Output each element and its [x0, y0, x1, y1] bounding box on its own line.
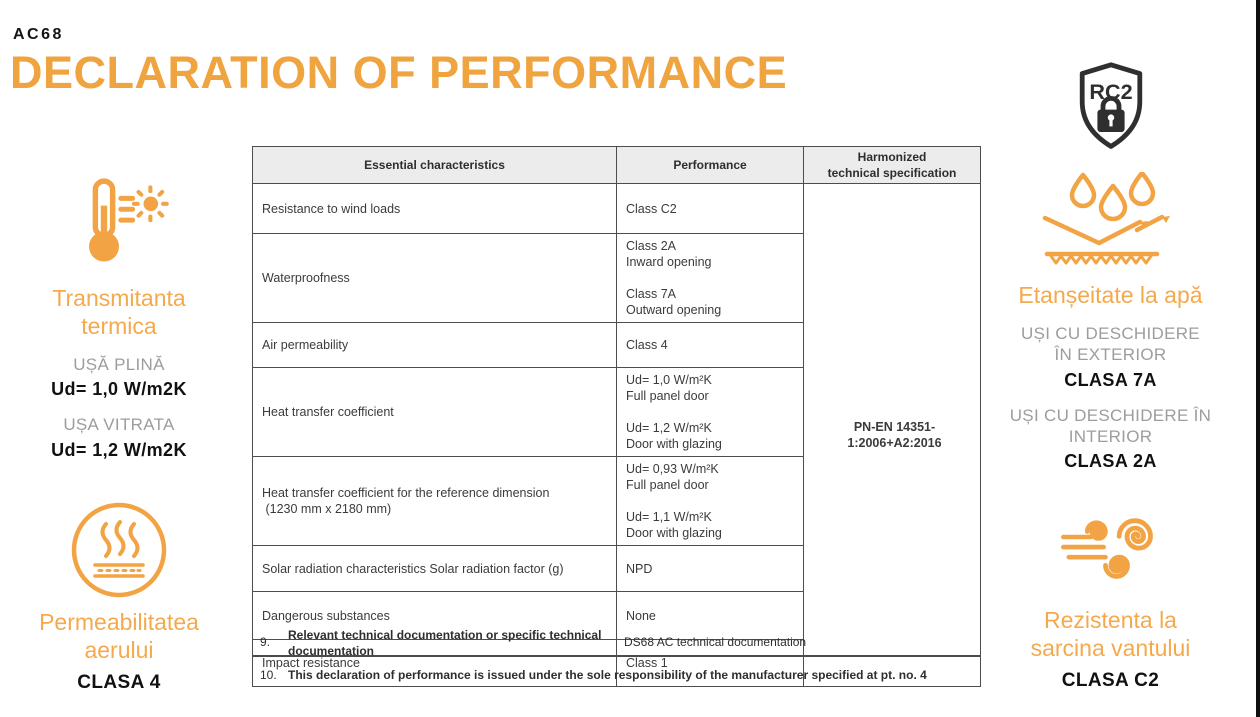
- wind-resistance-section: Rezistenta la sarcina vantului CLASA C2: [1008, 498, 1213, 692]
- header-performance: Performance: [616, 146, 804, 184]
- table-row: Waterproofness Class 2A Inward opening C…: [252, 233, 981, 323]
- full-door-value: Ud= 1,0 W/m2K: [51, 379, 187, 400]
- thermal-title: Transmitanta termica: [52, 285, 186, 340]
- note-10: 10. This declaration of performance is i…: [252, 668, 980, 688]
- header-harmonized-spec: Harmonized technical specification: [803, 146, 981, 184]
- table-row: Impact resistance Class 1: [252, 639, 981, 687]
- inward-doors-value: CLASA 2A: [1064, 451, 1157, 472]
- performance-cell: Ud= 1,0 W/m²K Full panel door Ud= 1,2 W/…: [616, 367, 804, 457]
- table-row: Heat transfer coefficient for the refere…: [252, 456, 981, 546]
- wind-class-value: CLASA C2: [1061, 670, 1160, 692]
- glazed-door-value: Ud= 1,2 W/m2K: [51, 439, 187, 460]
- product-code: AC68: [13, 26, 64, 43]
- inward-doors-label: UȘI CU DESCHIDERE ÎN INTERIOR: [1009, 405, 1212, 446]
- table-header-row: Essential characteristics Performance Ha…: [252, 146, 981, 184]
- air-permeability-icon: [69, 500, 169, 600]
- note-9-label: Relevant technical documentation or spec…: [288, 628, 602, 658]
- water-droplets-bounce-icon: [1041, 172, 1181, 267]
- note-10-label: This declaration of performance is issue…: [288, 668, 927, 682]
- water-title: Etanșeitate la apă: [1018, 282, 1203, 308]
- rc2-shield-lock-icon: RC2: [1071, 60, 1151, 152]
- full-door-label: UȘĂ PLINĂ: [73, 355, 165, 375]
- glazed-door-label: UȘA VITRATA: [63, 415, 175, 435]
- performance-cell: NPD: [616, 545, 804, 592]
- characteristic-cell: Heat transfer coefficient for the refere…: [252, 456, 617, 546]
- performance-cell: Class 1: [616, 639, 804, 687]
- thermometer-sun-icon: [69, 172, 169, 272]
- notes-divider: [252, 655, 980, 657]
- air-class-value: CLASA 4: [77, 672, 161, 694]
- page-right-edge: [1256, 0, 1260, 717]
- characteristic-cell: Resistance to wind loads: [252, 183, 617, 234]
- outward-doors-value: CLASA 7A: [1064, 369, 1157, 390]
- table-row: Resistance to wind loads Class C2 PN-EN …: [252, 183, 981, 687]
- table-row: Heat transfer coefficient Ud= 1,0 W/m²K …: [252, 367, 981, 457]
- performance-cell: None: [616, 591, 804, 640]
- wind-title: Rezistenta la sarcina vantului: [1030, 607, 1191, 662]
- header-essential-characteristics: Essential characteristics: [252, 146, 617, 184]
- characteristic-cell: Waterproofness: [252, 233, 617, 323]
- air-title: Permeabilitatea aerului: [39, 609, 199, 664]
- harmonized-spec-cell: PN-EN 14351-1:2006+A2:2016: [803, 183, 981, 687]
- performance-table: Essential characteristics Performance Ha…: [252, 146, 981, 687]
- performance-cell: Class 2A Inward opening Class 7A Outward…: [616, 233, 804, 323]
- characteristic-cell: Heat transfer coefficient: [252, 367, 617, 457]
- note-10-number: 10.: [260, 668, 277, 682]
- characteristic-cell: Dangerous substances: [252, 591, 617, 640]
- characteristic-cell: Solar radiation characteristics Solar ra…: [252, 545, 617, 592]
- page-title: DECLARATION OF PERFORMANCE: [10, 47, 788, 98]
- thermal-transmittance-section: Transmitanta termica UȘĂ PLINĂ Ud= 1,0 W…: [8, 172, 230, 461]
- water-tightness-section: Etanșeitate la apă UȘI CU DESCHIDERE ÎN …: [1008, 172, 1213, 472]
- security-badge-section: RC2: [1008, 60, 1213, 152]
- air-permeability-section: Permeabilitatea aerului CLASA 4: [8, 500, 230, 694]
- performance-cell: Class 4: [616, 322, 804, 368]
- table-row: Dangerous substances None: [252, 591, 981, 640]
- table-row: Solar radiation characteristics Solar ra…: [252, 545, 981, 592]
- note-9: 9. Relevant technical documentation or s…: [252, 627, 980, 658]
- characteristic-cell: Air permeability: [252, 322, 617, 368]
- note-9-number: 9.: [260, 635, 271, 649]
- note-9-value: DS68 AC technical documentation: [624, 635, 807, 649]
- performance-cell: Class C2: [616, 183, 804, 234]
- wind-swirl-icon: [1056, 498, 1166, 598]
- characteristic-cell: Impact resistance: [252, 639, 617, 687]
- performance-cell: Ud= 0,93 W/m²K Full panel door Ud= 1,1 W…: [616, 456, 804, 546]
- outward-doors-label: UȘI CU DESCHIDERE ÎN EXTERIOR: [1021, 324, 1200, 365]
